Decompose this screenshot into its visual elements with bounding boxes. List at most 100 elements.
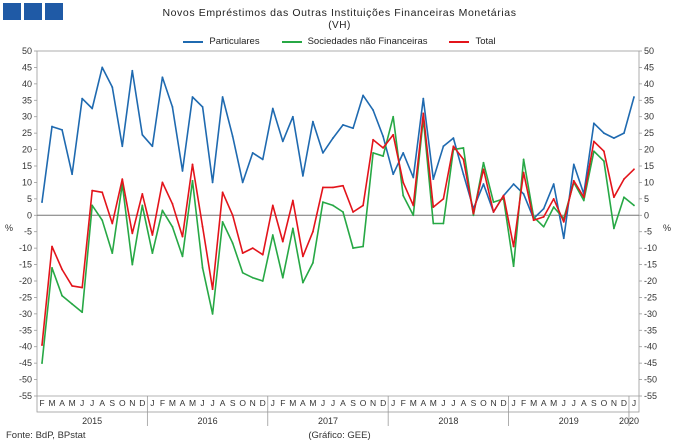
data-point-particulares	[291, 115, 294, 118]
data-point-total	[91, 189, 94, 192]
x-tick-label: A	[220, 398, 226, 408]
data-point-particulares	[201, 105, 204, 108]
data-point-total	[261, 253, 264, 256]
y-tick-label-right: 40	[644, 79, 654, 89]
y-tick-label-left: -35	[19, 325, 32, 335]
y-tick-label-right: -50	[644, 375, 657, 385]
x-tick-label: M	[189, 398, 196, 408]
y-tick-label-left: -55	[19, 391, 32, 401]
footer-source: Fonte: BdP, BPstat	[6, 430, 86, 441]
data-point-total	[51, 245, 53, 248]
chart-subtitle: (VH)	[328, 20, 351, 31]
data-point-particulares	[562, 237, 565, 240]
data-point-total	[121, 178, 124, 181]
data-point-total	[281, 240, 284, 243]
data-point-total	[151, 234, 154, 236]
y-tick-label-right: -20	[644, 276, 657, 286]
year-label: 2015	[82, 416, 102, 426]
y-tick-label-right: 0	[644, 210, 649, 220]
data-point-total	[412, 204, 415, 207]
x-tick-label: J	[150, 398, 154, 408]
data-point-total	[322, 186, 324, 189]
x-tick-label: M	[289, 398, 296, 408]
data-point-total	[81, 286, 84, 289]
data-point-particulares	[542, 207, 545, 210]
data-point-total	[623, 178, 625, 181]
y-tick-label-left: 25	[22, 128, 32, 138]
data-point-total	[592, 140, 595, 143]
data-point-particulares	[61, 128, 63, 131]
data-point-sociedades	[251, 276, 254, 279]
data-point-particulares	[251, 151, 254, 154]
y-tick-label-right: -25	[644, 292, 657, 302]
data-point-particulares	[71, 173, 74, 176]
data-point-sociedades	[633, 204, 635, 207]
data-point-particulares	[241, 181, 244, 184]
x-tick-label: J	[331, 398, 335, 408]
y-tick-label-right: -5	[644, 227, 652, 237]
data-point-sociedades	[101, 219, 104, 222]
chart-legend: Particulares Sociedades não Financeiras …	[0, 36, 679, 47]
series-lines	[41, 66, 635, 365]
y-tick-label-right: 30	[644, 112, 654, 122]
x-tick-label: J	[632, 398, 636, 408]
y-tick-label-left: -10	[19, 243, 32, 253]
data-point-total	[221, 191, 224, 194]
x-tick-label: N	[129, 398, 135, 408]
y-tick-label-left: 10	[22, 177, 32, 187]
data-point-sociedades	[71, 303, 74, 305]
data-point-particulares	[442, 145, 445, 148]
x-tick-label: J	[321, 398, 325, 408]
data-point-sociedades	[442, 222, 445, 225]
year-label: 2017	[318, 416, 338, 426]
data-point-particulares	[633, 96, 635, 98]
x-tick-label: A	[99, 398, 105, 408]
data-point-total	[352, 211, 354, 213]
data-point-particulares	[301, 174, 304, 177]
legend-label-particulares: Particulares	[209, 36, 260, 47]
data-point-particulares	[422, 97, 425, 100]
data-point-total	[572, 179, 575, 182]
y-tick-label-right: 10	[644, 177, 654, 187]
x-tick-label: M	[69, 398, 76, 408]
x-tick-label: J	[511, 398, 515, 408]
data-point-sociedades	[201, 266, 204, 269]
x-tick-label: F	[401, 398, 406, 408]
data-point-particulares	[512, 183, 515, 185]
y-tick-label-right: -40	[644, 342, 657, 352]
y-tick-label-left: 20	[22, 145, 32, 155]
data-point-sociedades	[462, 147, 465, 149]
x-tick-label: N	[250, 398, 256, 408]
x-tick-label: F	[521, 398, 526, 408]
data-point-particulares	[121, 145, 124, 148]
y-tick-label-left: 50	[22, 46, 32, 56]
x-tick-label: M	[530, 398, 537, 408]
y-tick-label-right: -45	[644, 358, 657, 368]
data-point-particulares	[91, 107, 94, 110]
data-point-particulares	[181, 170, 184, 172]
data-point-sociedades	[131, 263, 134, 266]
data-point-particulares	[572, 163, 575, 166]
data-point-total	[181, 235, 184, 238]
data-point-sociedades	[542, 225, 545, 228]
data-point-total	[462, 158, 465, 161]
data-point-particulares	[402, 151, 405, 154]
data-point-sociedades	[372, 151, 375, 154]
data-point-total	[111, 222, 114, 225]
data-point-total	[161, 181, 164, 184]
y-tick-label-left: 45	[22, 62, 32, 72]
data-point-sociedades	[482, 161, 485, 164]
x-tick-label: S	[350, 398, 356, 408]
x-tick-label: M	[309, 398, 316, 408]
x-tick-label: D	[500, 398, 506, 408]
data-point-total	[422, 112, 425, 115]
data-point-particulares	[602, 132, 605, 135]
x-tick-label: A	[461, 398, 467, 408]
series-line-particulares	[41, 66, 635, 240]
y-tick-label-right: -30	[644, 309, 657, 319]
data-point-total	[512, 245, 515, 248]
x-tick-label: O	[119, 398, 126, 408]
data-point-sociedades	[582, 199, 585, 202]
